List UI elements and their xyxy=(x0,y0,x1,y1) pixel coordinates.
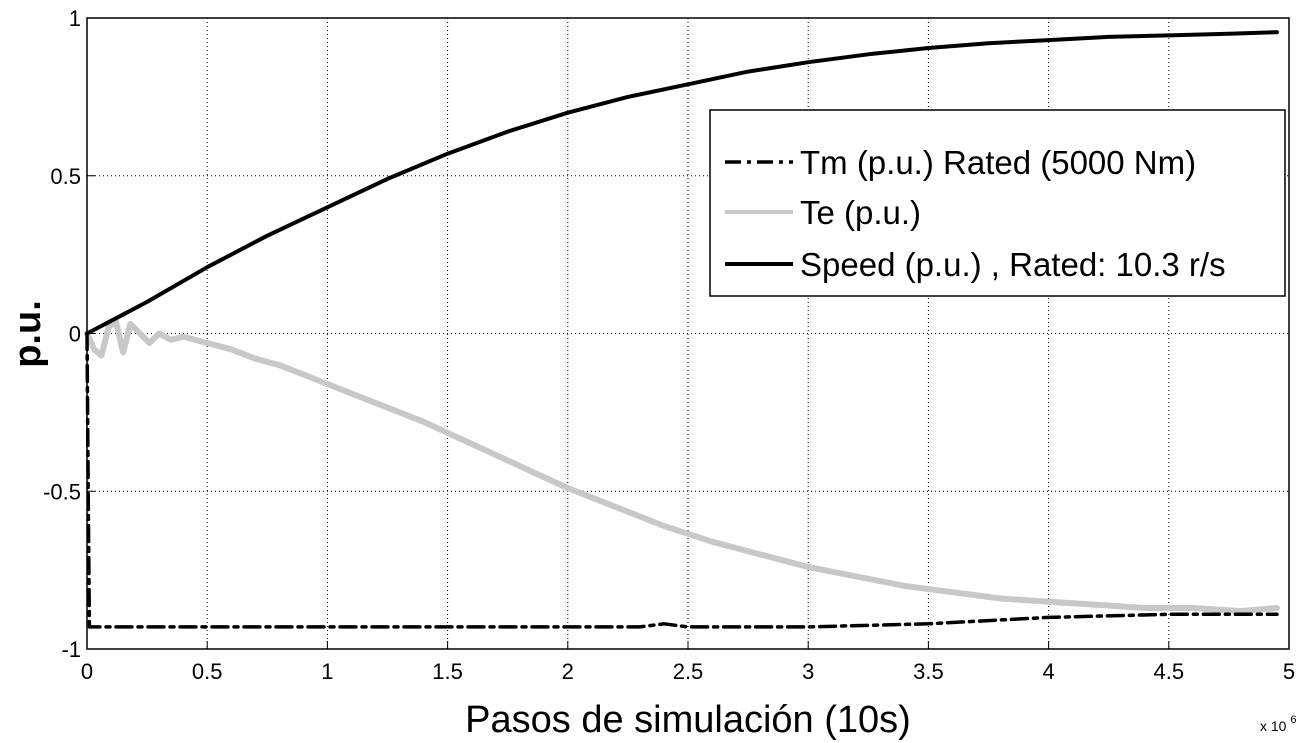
series-line-te xyxy=(84,317,1280,615)
x-tick-label: 2.5 xyxy=(673,659,704,684)
y-axis-title: p.u. xyxy=(7,300,49,368)
y-tick-label: -1 xyxy=(61,637,81,662)
y-tick-label: 0.5 xyxy=(50,164,81,189)
x-tick-label: 1 xyxy=(321,659,333,684)
x-tick-label: 0 xyxy=(81,659,93,684)
x-exponent-base: x 10 xyxy=(1260,718,1287,734)
x-tick-label: 3.5 xyxy=(913,659,944,684)
y-tick-label: 0 xyxy=(69,322,81,347)
x-tick-label: 5 xyxy=(1283,659,1295,684)
x-tick-label: 0.5 xyxy=(192,659,223,684)
x-tick-label: 4 xyxy=(1042,659,1054,684)
legend-label-tm: Tm (p.u.) Rated (5000 Nm) xyxy=(800,144,1196,181)
x-tick-label: 4.5 xyxy=(1154,659,1185,684)
x-tick-label: 1.5 xyxy=(432,659,463,684)
x-axis-title: Pasos de simulación (10s) xyxy=(465,699,911,741)
y-tick-label: -0.5 xyxy=(43,479,81,504)
legend-label-speed: Speed (p.u.) , Rated: 10.3 r/s xyxy=(800,246,1226,283)
x-tick-label: 2 xyxy=(562,659,574,684)
x-exponent-label: x 10 6 xyxy=(1260,714,1296,734)
ticks: 0 0.5 1 1.5 2 2.5 3 3.5 4 4.5 5 -1 -0.5 0 0.5 1 xyxy=(43,6,1295,684)
series-line-tm xyxy=(85,331,1279,629)
legend-box xyxy=(709,109,1286,297)
legend-label-te: Te (p.u.) xyxy=(800,194,921,231)
series-line-speed xyxy=(85,30,1279,336)
x-exponent-power: 6 xyxy=(1290,714,1296,726)
legend: Tm (p.u.) Rated (5000 Nm) Te (p.u.) Spee… xyxy=(709,109,1286,297)
y-tick-label: 1 xyxy=(69,6,81,31)
x-tick-label: 3 xyxy=(802,659,814,684)
grid xyxy=(87,18,1289,649)
series-group xyxy=(84,30,1280,629)
